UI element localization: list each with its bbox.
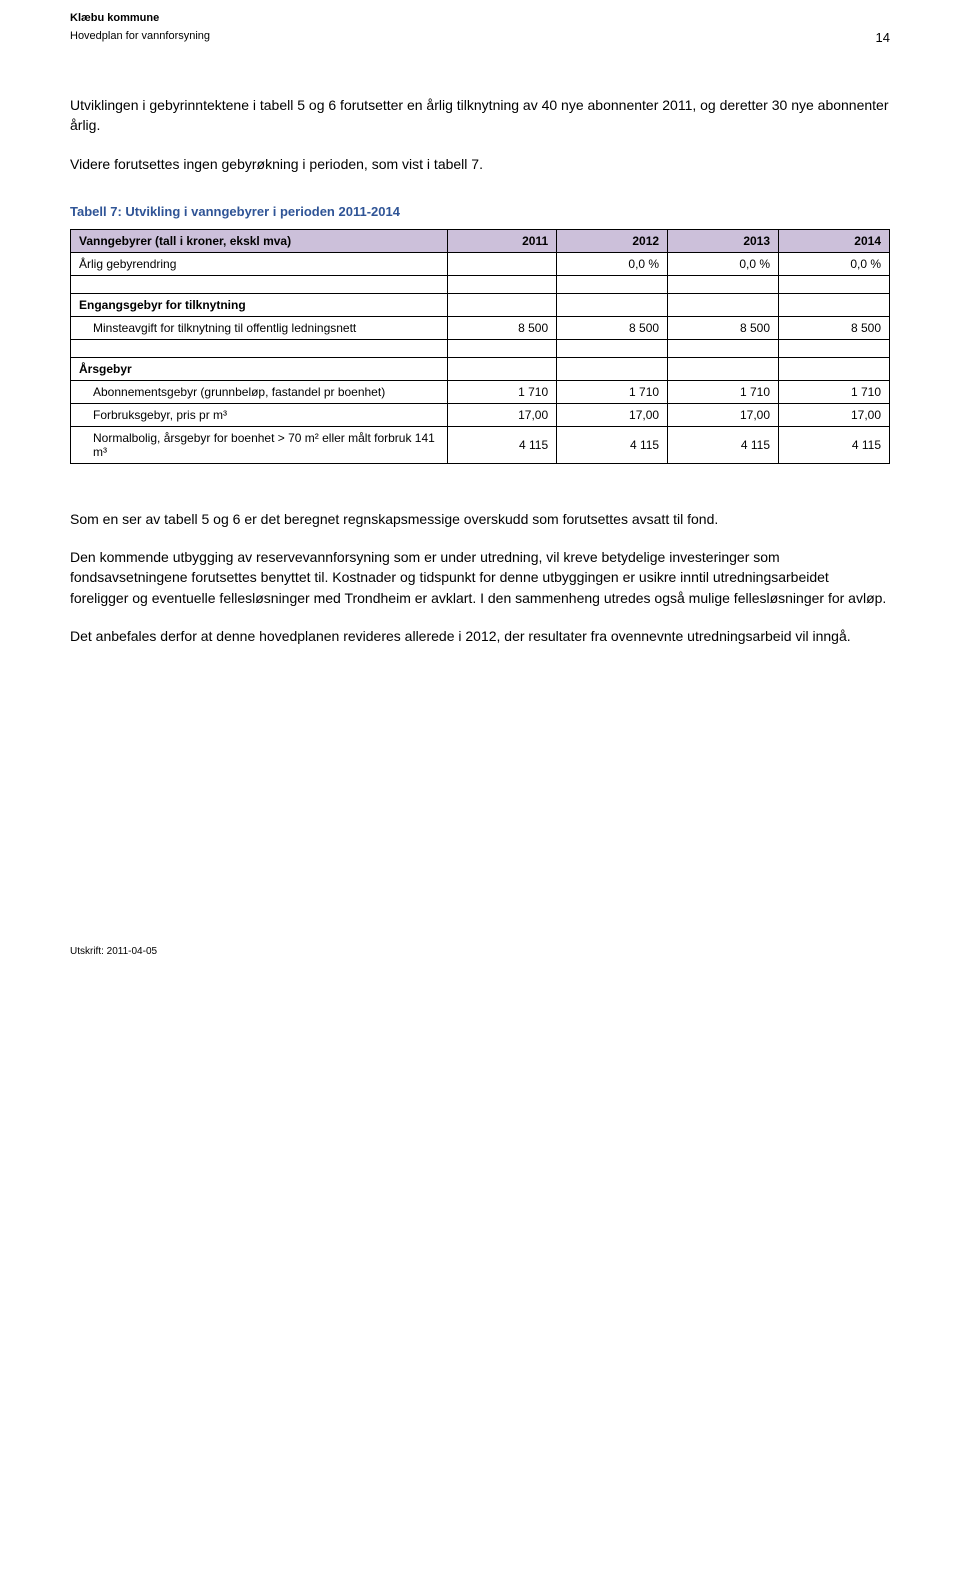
row-label: Forbruksgebyr, pris pr m³ [71, 403, 448, 426]
row-value [668, 293, 779, 316]
col-header-year: 2014 [779, 229, 890, 252]
row-value [779, 293, 890, 316]
table-row: Årsgebyr [71, 357, 890, 380]
row-label: Abonnementsgebyr (grunnbeløp, fastandel … [71, 380, 448, 403]
row-value: 1 710 [668, 380, 779, 403]
col-header-year: 2013 [668, 229, 779, 252]
row-value [557, 293, 668, 316]
row-value: 4 115 [779, 426, 890, 463]
row-value: 1 710 [447, 380, 556, 403]
row-label: Minsteavgift for tilknytning til offentl… [71, 316, 448, 339]
table-row: Normalbolig, årsgebyr for boenhet > 70 m… [71, 426, 890, 463]
table-row: Abonnementsgebyr (grunnbeløp, fastandel … [71, 380, 890, 403]
spacer-cell [71, 339, 448, 357]
table-caption: Tabell 7: Utvikling i vanngebyrer i peri… [70, 204, 890, 219]
table-row: Årlig gebyrendring0,0 %0,0 %0,0 % [71, 252, 890, 275]
fee-table: Vanngebyrer (tall i kroner, ekskl mva) 2… [70, 229, 890, 464]
table-row: Forbruksgebyr, pris pr m³17,0017,0017,00… [71, 403, 890, 426]
spacer-cell [779, 339, 890, 357]
org-name: Klæbu kommune [70, 12, 890, 24]
row-value [447, 252, 556, 275]
intro-paragraph-1: Utviklingen i gebyrinntektene i tabell 5… [70, 95, 890, 136]
row-value [779, 357, 890, 380]
intro-paragraph-2: Videre forutsettes ingen gebyrøkning i p… [70, 154, 890, 174]
spacer-cell [668, 339, 779, 357]
row-label: Engangsgebyr for tilknytning [71, 293, 448, 316]
spacer-cell [447, 275, 556, 293]
col-header-year: 2011 [447, 229, 556, 252]
post-table-paragraph-1: Som en ser av tabell 5 og 6 er det bereg… [70, 509, 890, 529]
post-table-paragraph-2: Den kommende utbygging av reservevannfor… [70, 547, 890, 608]
row-value: 17,00 [447, 403, 556, 426]
table-header-row: Vanngebyrer (tall i kroner, ekskl mva) 2… [71, 229, 890, 252]
table-row: Engangsgebyr for tilknytning [71, 293, 890, 316]
row-value: 0,0 % [668, 252, 779, 275]
row-value: 1 710 [557, 380, 668, 403]
spacer-cell [668, 275, 779, 293]
spacer-cell [779, 275, 890, 293]
post-table-paragraph-3: Det anbefales derfor at denne hovedplane… [70, 626, 890, 646]
row-value [447, 357, 556, 380]
row-value: 0,0 % [779, 252, 890, 275]
row-label: Årsgebyr [71, 357, 448, 380]
col-header-label: Vanngebyrer (tall i kroner, ekskl mva) [71, 229, 448, 252]
header-line: Hovedplan for vannforsyning 14 [70, 30, 890, 45]
row-value: 8 500 [668, 316, 779, 339]
footer-print-date: Utskrift: 2011-04-05 [70, 946, 890, 957]
table-row: Minsteavgift for tilknytning til offentl… [71, 316, 890, 339]
row-label: Årlig gebyrendring [71, 252, 448, 275]
col-header-year: 2012 [557, 229, 668, 252]
row-value: 8 500 [557, 316, 668, 339]
row-value: 4 115 [557, 426, 668, 463]
row-value: 1 710 [779, 380, 890, 403]
row-value: 0,0 % [557, 252, 668, 275]
row-value: 17,00 [668, 403, 779, 426]
row-value: 8 500 [779, 316, 890, 339]
spacer-cell [71, 275, 448, 293]
row-value: 4 115 [447, 426, 556, 463]
row-value [557, 357, 668, 380]
row-value [668, 357, 779, 380]
page-number: 14 [876, 30, 890, 45]
row-value [447, 293, 556, 316]
row-value: 8 500 [447, 316, 556, 339]
table-row [71, 275, 890, 293]
row-value: 17,00 [557, 403, 668, 426]
row-value: 17,00 [779, 403, 890, 426]
spacer-cell [557, 275, 668, 293]
table-row [71, 339, 890, 357]
doc-title: Hovedplan for vannforsyning [70, 30, 210, 45]
row-value: 4 115 [668, 426, 779, 463]
spacer-cell [557, 339, 668, 357]
spacer-cell [447, 339, 556, 357]
row-label: Normalbolig, årsgebyr for boenhet > 70 m… [71, 426, 448, 463]
